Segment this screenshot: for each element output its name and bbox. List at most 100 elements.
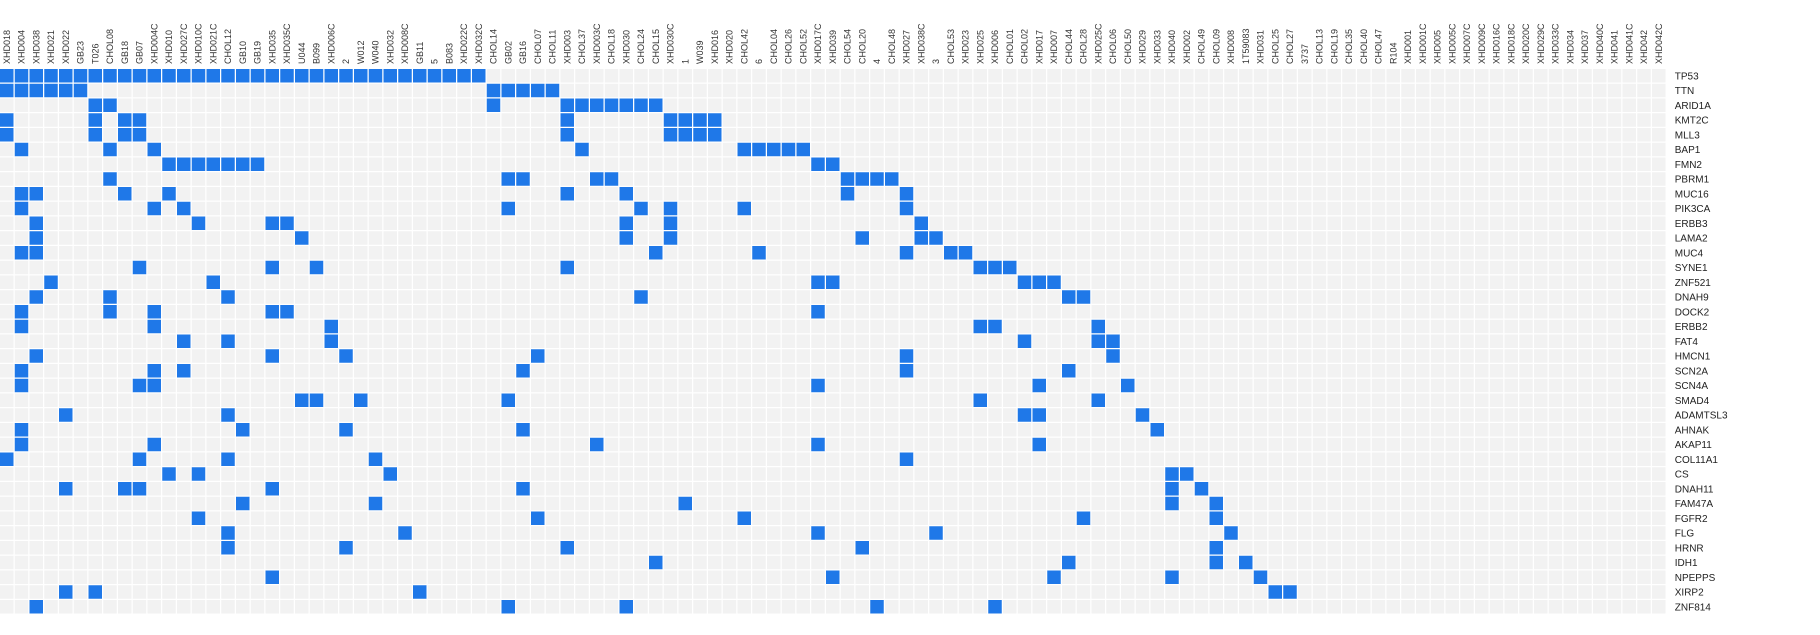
empty-cell [1445,172,1459,186]
empty-cell [1475,319,1489,334]
empty-cell [693,408,707,422]
mutation-cell [1047,275,1061,289]
empty-cell [73,260,88,275]
empty-cell [1017,437,1032,452]
empty-cell [1357,113,1371,127]
empty-cell [634,393,648,407]
empty-cell [1106,364,1120,378]
empty-cell [1180,600,1194,614]
mutation-cell [929,231,943,245]
empty-cell [1239,275,1253,289]
empty-cell [693,69,707,83]
empty-cell [840,157,855,171]
empty-cell [678,555,692,570]
empty-cell [44,526,58,540]
empty-cell [250,275,265,289]
empty-cell [368,157,383,171]
empty-cell [236,408,250,422]
empty-cell [737,555,751,570]
empty-cell [781,526,796,540]
empty-cell [649,201,663,216]
empty-cell [1622,83,1636,98]
empty-cell [1194,187,1209,201]
empty-cell [575,496,589,511]
empty-cell [1165,216,1179,230]
empty-cell [870,496,884,511]
empty-cell [0,467,14,481]
empty-cell [1224,349,1238,363]
empty-cell [737,526,751,540]
empty-cell [1578,423,1592,437]
empty-cell [1150,334,1164,348]
empty-cell [250,585,265,599]
empty-cell [1150,378,1164,393]
empty-cell [250,437,265,452]
empty-cell [295,260,309,275]
empty-cell [1076,142,1091,157]
empty-cell [236,349,250,363]
mutation-cell [1165,496,1179,511]
empty-cell [722,555,737,570]
empty-cell [663,526,678,540]
empty-cell [678,98,692,112]
empty-cell [1401,305,1415,319]
empty-cell [1548,378,1563,393]
mutation-cell [221,334,235,348]
empty-cell [531,393,545,407]
empty-cell [1209,423,1223,437]
empty-cell [280,319,294,334]
empty-cell [1017,570,1032,584]
empty-cell [295,216,309,230]
empty-cell [132,290,147,304]
empty-cell [368,585,383,599]
gene-label-smad4: SMAD4 [1675,396,1710,407]
empty-cell [545,364,560,378]
empty-cell [1076,83,1091,98]
empty-cell [103,334,117,348]
empty-cell [1475,511,1489,525]
sample-label: XHD030 [621,30,631,64]
empty-cell [472,423,486,437]
gene-label-cs: CS [1675,470,1689,481]
empty-cell [221,113,235,127]
empty-cell [811,364,825,378]
empty-cell [103,231,117,245]
empty-cell [1298,246,1312,260]
empty-cell [767,201,781,216]
empty-cell [413,142,427,157]
empty-cell [236,275,250,289]
empty-cell [1312,246,1327,260]
empty-cell [59,496,73,511]
empty-cell [14,334,29,348]
empty-cell [1106,585,1120,599]
empty-cell [103,364,117,378]
empty-cell [545,555,560,570]
empty-cell [280,408,294,422]
empty-cell [1224,452,1238,466]
empty-cell [177,482,191,496]
empty-cell [781,378,796,393]
empty-cell [398,349,412,363]
empty-cell [958,113,973,127]
empty-cell [1548,423,1563,437]
empty-cell [1534,393,1548,407]
empty-cell [73,541,88,555]
empty-cell [354,496,368,511]
empty-cell [339,482,353,496]
empty-cell [560,201,574,216]
empty-cell [1076,172,1091,186]
empty-cell [737,216,751,230]
empty-cell [840,305,855,319]
empty-cell [1445,157,1459,171]
empty-cell [1622,216,1636,230]
empty-cell [1401,216,1415,230]
empty-cell [442,600,456,614]
empty-cell [1578,290,1592,304]
empty-cell [826,142,840,157]
empty-cell [1106,555,1120,570]
empty-cell [14,585,29,599]
mutation-cell [531,83,545,98]
empty-cell [1076,275,1091,289]
empty-cell [1475,437,1489,452]
empty-cell [1637,290,1651,304]
